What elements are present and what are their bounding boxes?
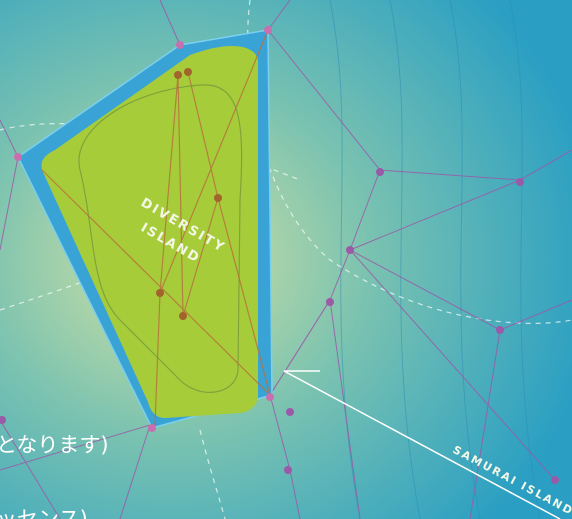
caption: ッセンス) (0, 507, 88, 519)
shore-nodes (14, 26, 274, 432)
caption: となります) (0, 433, 109, 457)
pointer-line (283, 370, 561, 519)
network-nodes (0, 168, 559, 484)
island-contour (78, 84, 243, 393)
island-nodes (156, 68, 222, 320)
